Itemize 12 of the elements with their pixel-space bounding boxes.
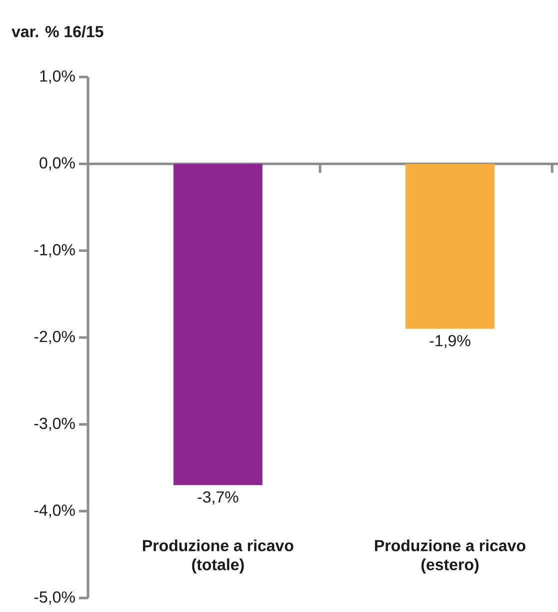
y-tick-label: -4,0% <box>34 504 75 518</box>
x-tick-label: Produzione a ricavo (estero) <box>375 540 526 574</box>
data-label: -1,9% <box>430 335 470 348</box>
y-tick-label: -2,0% <box>34 330 75 344</box>
y-axis-title: var. % 16/15 <box>12 26 104 38</box>
y-tick-label: -1,0% <box>34 244 75 258</box>
y-tick-label: -3,0% <box>34 418 75 431</box>
y-tick-label: 1,0% <box>40 70 75 84</box>
y-tick-label: 0,0% <box>40 157 75 170</box>
data-label: -3,7% <box>198 491 238 505</box>
y-tick-label: -5,0% <box>34 591 75 605</box>
x-tick-label: Produzione a ricavo (totale) <box>142 540 294 574</box>
